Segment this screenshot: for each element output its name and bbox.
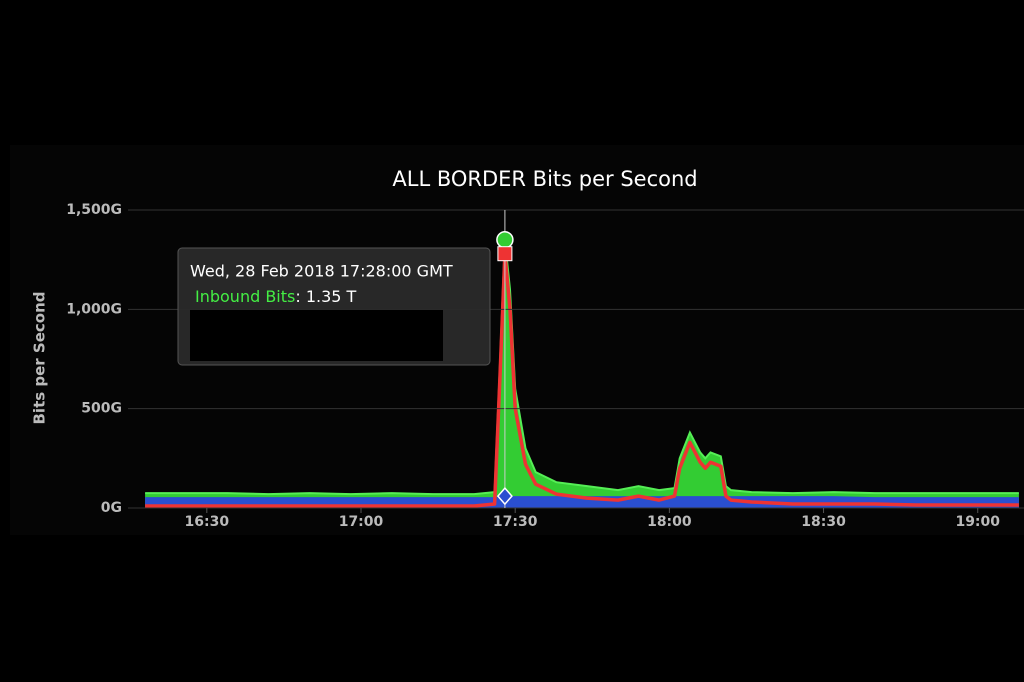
marker <box>496 231 514 249</box>
tooltip-value: : 1.35 T <box>295 287 356 306</box>
area-edge <box>145 239 1019 496</box>
x-tick-label: 17:00 <box>339 514 384 530</box>
x-tick-label: 18:30 <box>801 514 846 530</box>
tooltip-series-name: Inbound Bits <box>195 287 295 306</box>
tooltip-date: Wed, 28 Feb 2018 17:28:00 GMT <box>190 262 453 281</box>
marker <box>497 246 513 262</box>
x-tick-label: 17:30 <box>493 514 538 530</box>
y-axis-label: Bits per Second <box>31 291 49 424</box>
y-tick-label: 0G <box>101 500 122 516</box>
y-tick-label: 1,000G <box>66 301 122 317</box>
x-tick-label: 18:00 <box>647 514 692 530</box>
x-tick-label: 16:30 <box>185 514 230 530</box>
y-tick-label: 1,500G <box>66 202 122 218</box>
y-tick-label: 500G <box>81 401 122 417</box>
x-tick-label: 19:00 <box>955 514 1000 530</box>
chart-title: ALL BORDER Bits per Second <box>392 167 697 191</box>
line <box>145 251 1019 508</box>
plot <box>145 239 1019 509</box>
tooltip-series: Inbound Bits: 1.35 T <box>195 287 357 306</box>
redacted-box <box>190 310 443 361</box>
marker <box>496 486 513 506</box>
